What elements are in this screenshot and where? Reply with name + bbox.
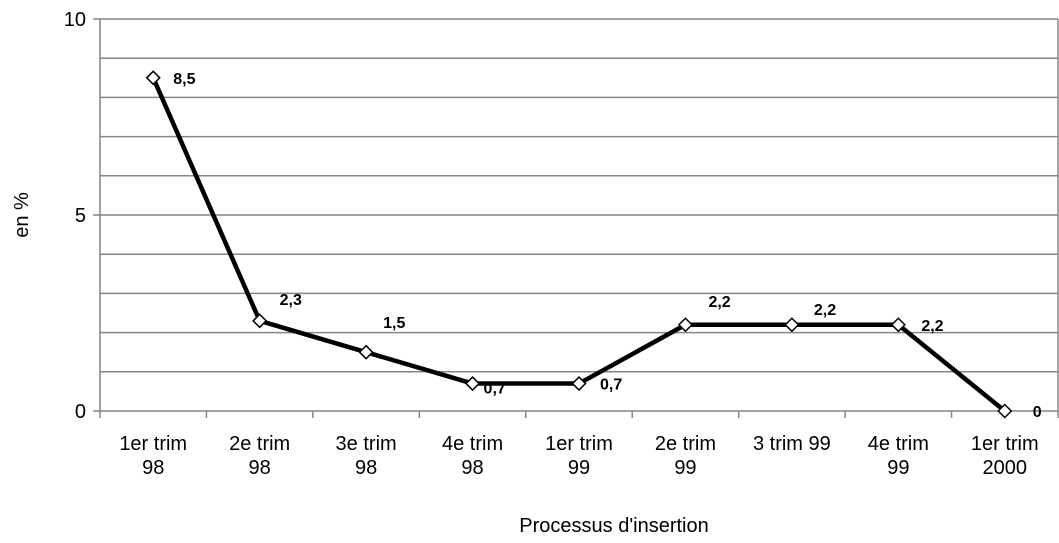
x-axis-title: Processus d'insertion <box>519 515 708 537</box>
x-tick-label: 2e trim 99 <box>655 433 716 479</box>
x-axis-ticks: 1er trim 98 2e trim 98 3e trim 98 4e trim 98 1er… <box>99 411 1059 479</box>
y-axis-title: en % <box>11 192 33 238</box>
gridlines <box>100 18 1059 411</box>
data-point-marker <box>252 313 268 329</box>
x-tick-label: 1er trim 98 <box>119 433 187 479</box>
data-label: 8,5 <box>173 71 195 88</box>
data-point-marker <box>358 344 374 360</box>
data-label: 0,7 <box>600 377 622 394</box>
y-axis-ticks: 0 5 10 <box>64 9 100 423</box>
data-label: 2,2 <box>708 294 730 311</box>
y-tick-label: 5 <box>75 205 86 227</box>
data-point-marker <box>890 317 906 333</box>
data-label: 0 <box>1033 404 1042 421</box>
series-line <box>151 76 1007 413</box>
x-tick-label: 1er trim 99 <box>545 433 613 479</box>
data-label: 2,2 <box>814 302 836 319</box>
y-tick-label: 10 <box>64 9 86 31</box>
x-tick-label: 2e trim 98 <box>229 433 290 479</box>
data-label: 1,5 <box>383 315 405 332</box>
x-tick-label: 1er trim 2000 <box>971 433 1039 479</box>
data-point-marker <box>677 317 694 333</box>
data-point-marker <box>784 317 800 333</box>
x-tick-label: 3e trim 98 <box>336 433 397 479</box>
data-point-marker <box>997 403 1013 419</box>
data-point-marker <box>145 70 161 86</box>
data-label: 0,7 <box>484 381 506 398</box>
data-series <box>145 70 1013 419</box>
x-tick-label: 4e trim 99 <box>868 433 929 479</box>
data-point-marker <box>464 375 481 392</box>
x-tick-label: 4e trim 98 <box>442 433 503 479</box>
data-label: 2,2 <box>921 318 943 335</box>
x-tick-label: 3 trim 99 <box>753 433 831 455</box>
y-tick-label: 0 <box>75 401 86 423</box>
data-labels: 8,5 2,3 1,5 0,7 0,7 2,2 2,2 2,2 0 <box>173 71 1042 421</box>
data-point-marker <box>571 375 587 392</box>
data-label: 2,3 <box>280 292 302 309</box>
